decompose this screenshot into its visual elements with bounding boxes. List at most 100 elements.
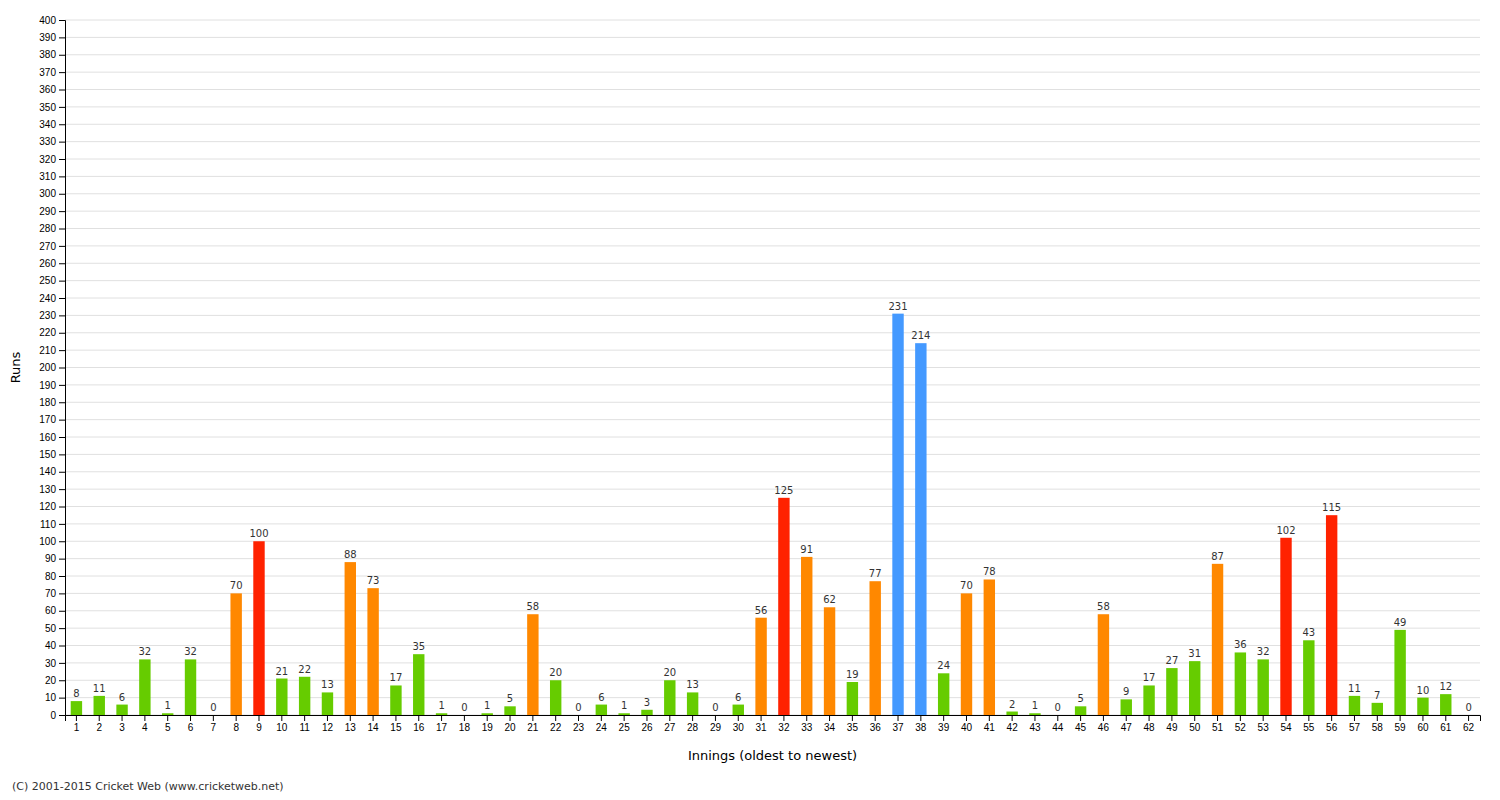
x-tick: 6 [188,715,194,733]
bar [367,588,378,715]
data-label: 5 [1077,693,1083,704]
bar [984,579,995,715]
x-tick: 22 [550,715,562,733]
data-label: 214 [911,330,930,341]
y-tick: 210 [39,345,65,356]
bar [1121,699,1132,715]
data-label: 20 [663,667,676,678]
y-tick: 110 [40,519,65,530]
y-tick: 310 [39,171,65,182]
data-label: 73 [367,575,380,586]
tick-label: 150 [39,449,56,460]
y-tick: 270 [39,241,65,252]
tick-label: 370 [39,67,56,78]
tick-label: 3 [119,722,125,733]
tick-mark [59,472,65,473]
data-label: 70 [960,580,973,591]
y-tick: 20 [45,675,65,686]
tick-mark [555,715,556,721]
bar [1463,715,1474,716]
x-tick: 51 [1212,715,1224,733]
grid [65,20,1480,715]
grid-line [65,402,1480,403]
data-label: 6 [598,692,604,703]
data-label: 0 [712,702,718,713]
x-tick: 42 [1007,715,1019,733]
y-tick: 390 [39,32,65,43]
tick-label: 10 [276,722,288,733]
y-tick: 80 [45,571,65,582]
tick-label: 8 [233,722,239,733]
y-tick: 400 [39,15,65,26]
x-tick: 57 [1349,715,1361,733]
bar [322,692,333,715]
x-tick: 53 [1258,715,1270,733]
tick-mark [441,715,442,721]
tick-mark [350,715,351,721]
axis-line [66,716,1481,722]
tick-label: 350 [39,102,56,113]
grid-line [65,54,1480,55]
bar [1143,685,1154,715]
tick-mark [1126,715,1127,721]
data-label: 70 [230,580,243,591]
tick-mark [59,55,65,56]
tick-mark [59,680,65,681]
data-label: 0 [1465,702,1471,713]
data-label: 77 [869,568,882,579]
grid-line [65,37,1480,38]
tick-label: 35 [847,722,859,733]
y-tick: 320 [39,154,65,165]
y-tick: 50 [45,623,65,634]
tick-mark [190,715,191,721]
data-label: 24 [937,660,950,671]
bar [1189,661,1200,715]
x-tick: 15 [390,715,402,733]
x-tick: 18 [459,715,471,733]
data-label: 58 [1097,601,1110,612]
tick-label: 0 [50,710,56,721]
x-tick: 26 [641,715,653,733]
tick-mark [624,715,625,721]
tick-label: 45 [1075,722,1087,733]
data-label: 1 [621,700,627,711]
grid-line [65,437,1480,438]
tick-mark [59,420,65,421]
tick-mark [1080,715,1081,721]
tick-label: 49 [1166,722,1178,733]
tick-mark [852,715,853,721]
tick-label: 55 [1303,722,1315,733]
bar [1394,630,1405,715]
bar [1257,659,1268,715]
x-tick: 31 [756,715,768,733]
bar [733,705,744,715]
bar [1417,698,1428,715]
x-tick: 50 [1189,715,1201,733]
tick-mark [59,176,65,177]
tick-mark [59,559,65,560]
tick-label: 270 [39,241,56,252]
data-label: 27 [1166,655,1179,666]
tick-label: 220 [39,327,56,338]
x-tick: 43 [1029,715,1041,733]
tick-mark [692,715,693,721]
bar [847,682,858,715]
bar [436,713,447,715]
data-label: 0 [461,702,467,713]
tick-mark [59,298,65,299]
tick-mark [601,715,602,721]
bar [915,343,926,715]
tick-mark [1422,715,1423,721]
bar [938,673,949,715]
data-label: 0 [210,702,216,713]
data-labels: 8116321320701002122138873173510155820061… [73,301,1472,713]
x-tick: 4 [142,715,148,733]
grid-line [65,610,1480,611]
bar [824,607,835,715]
tick-mark [464,715,465,721]
tick-label: 90 [45,553,57,564]
tick-label: 70 [45,588,57,599]
data-label: 58 [526,601,539,612]
x-tick: 7 [211,715,217,733]
x-tick: 36 [870,715,882,733]
